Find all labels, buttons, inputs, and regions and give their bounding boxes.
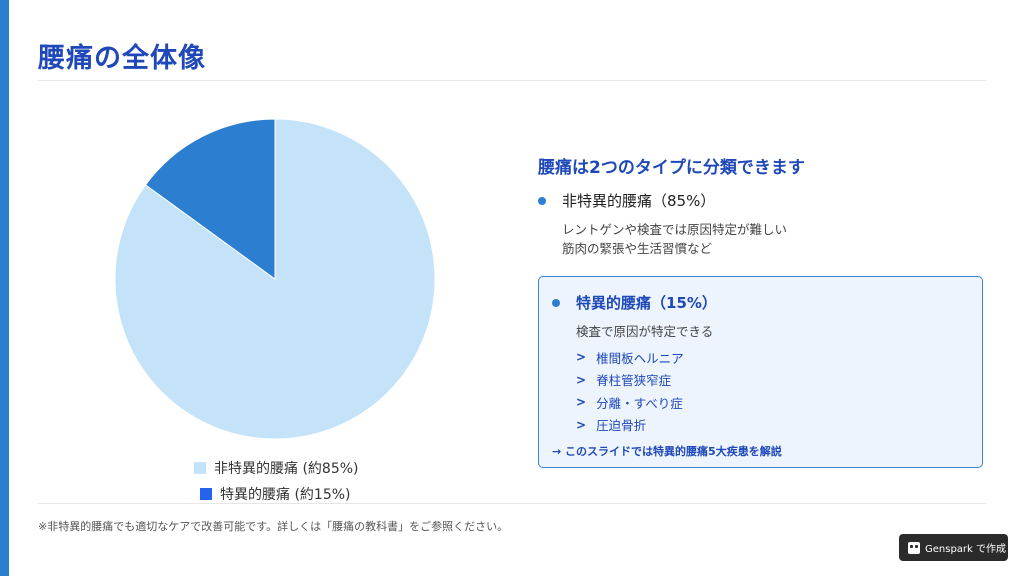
legend-label-specific: 特異的腰痛 (約15%) [220,487,351,503]
legend-label-nonspecific: 非特異的腰痛 (約85%) [214,461,359,477]
disease-name: 分離・すべり症 [596,395,683,411]
specific-disease-list: > 椎間板ヘルニア > 脊柱管狭窄症 > 分離・すべり症 > 圧迫骨折 [576,346,982,436]
legend-swatch-specific [200,488,212,500]
chart-legend: 非特異的腰痛 (約85%) 特異的腰痛 (約15%) [194,455,359,507]
legend-swatch-nonspecific [194,462,206,474]
list-item: > 圧迫骨折 [576,414,982,437]
nonspecific-desc-line1: レントゲンや検査では原因特定が難しい [562,222,788,237]
chevron-right-icon: > [576,417,587,432]
title-divider [38,80,986,81]
nonspecific-desc-line2: 筋肉の緊張や生活習慣など [562,241,713,256]
left-accent-bar [0,0,9,576]
nonspecific-title: 非特異的腰痛（85%） [562,192,716,210]
list-item: > 分離・すべり症 [576,391,982,414]
disease-name: 椎間板ヘルニア [596,350,684,366]
footnote: ※非特異的腰痛でも適切なケアで改善可能です。詳しくは「腰痛の教科書」をご参照くだ… [38,520,509,533]
legend-item-specific: 特異的腰痛 (約15%) [200,481,359,507]
specific-desc: 検査で原因が特定できる [576,324,714,339]
disease-name: 脊柱管狭窄症 [596,373,672,389]
genspark-badge[interactable]: Genspark で作成 [899,534,1008,561]
pie-slice-specific [144,118,276,280]
pie-chart [114,118,436,440]
legend-item-nonspecific: 非特異的腰痛 (約85%) [194,455,359,481]
bullet-icon [538,196,546,205]
specific-title: 特異的腰痛（15%） [576,294,717,312]
disease-name: 圧迫骨折 [596,418,647,434]
list-item: > 脊柱管狭窄症 [576,369,982,392]
page-title: 腰痛の全体像 [38,43,206,74]
footer-divider [38,503,986,504]
chevron-right-icon: > [576,372,587,387]
list-item: > 椎間板ヘルニア [576,346,982,369]
classification-heading: 腰痛は2つのタイプに分類できます [538,158,805,178]
nonspecific-section: 非特異的腰痛（85%） レントゲンや検査では原因特定が難しい 筋肉の緊張や生活習… [538,190,978,258]
specific-note: → このスライドでは特異的腰痛5大疾患を解説 [552,445,782,458]
bullet-icon [552,298,560,307]
chevron-right-icon: > [576,350,587,365]
chevron-right-icon: > [576,395,587,410]
specific-box: 特異的腰痛（15%） 検査で原因が特定できる > 椎間板ヘルニア > 脊柱管狭窄症 … [538,276,983,468]
genspark-logo-icon [908,541,920,554]
badge-label: Genspark で作成 [925,544,1007,555]
